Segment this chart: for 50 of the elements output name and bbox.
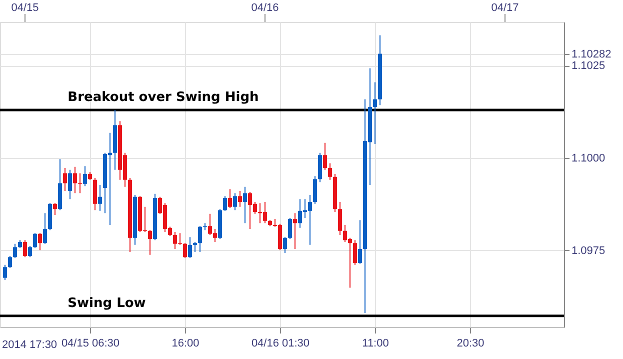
candlestick <box>68 169 72 200</box>
candlestick <box>23 240 27 258</box>
candlestick <box>323 142 327 170</box>
x-tick-label: 16:00 <box>172 338 200 350</box>
candlestick <box>148 230 152 256</box>
ref-line-label: Breakout over Swing High <box>68 90 259 105</box>
candlestick <box>43 212 47 244</box>
candlestick <box>288 217 292 240</box>
x2-tick-label: 04/16 <box>251 2 279 14</box>
candlestick <box>238 190 242 208</box>
candlestick <box>358 220 362 264</box>
candlestick <box>373 82 377 144</box>
candlestick <box>38 232 42 251</box>
candlestick <box>223 196 227 212</box>
candlestick <box>188 236 192 258</box>
candlestick <box>83 166 87 187</box>
candlestick <box>33 232 37 248</box>
candlestick <box>3 264 7 281</box>
candlestick <box>28 246 32 258</box>
candlestick <box>293 212 297 250</box>
y-tick-label: 1.10282 <box>572 48 612 60</box>
candlestick <box>53 202 57 216</box>
candlestick <box>63 168 67 192</box>
candlestick <box>183 242 187 258</box>
candlestick <box>73 166 77 194</box>
candlestick <box>353 240 357 266</box>
candlestick <box>198 226 202 252</box>
x-tick-label: 04/15 06:30 <box>61 338 120 350</box>
x-tick-label: 20:30 <box>456 338 484 350</box>
y-tick-label: 1.1000 <box>572 152 606 165</box>
x-tick-label: 11:00 <box>362 338 389 350</box>
candlestick <box>243 186 247 224</box>
x2-tick-label: 04/15 <box>11 2 39 14</box>
y-tick-label: 1.1025 <box>572 60 606 72</box>
candlestick <box>98 184 102 212</box>
candlestick <box>233 192 237 211</box>
candlestick <box>328 162 332 180</box>
candlestick <box>8 256 12 268</box>
y-tick-label: 1.0975 <box>572 244 606 257</box>
x-tick-label: 04/16 01:30 <box>251 338 310 350</box>
candlestick <box>78 172 82 194</box>
candlestick <box>313 176 317 204</box>
candlestick <box>193 241 197 252</box>
candlestick <box>283 236 287 254</box>
x2-tick-label: 04/17 <box>491 2 519 14</box>
candlestick <box>228 188 232 208</box>
candlestick <box>338 202 342 236</box>
candlestick <box>13 243 17 258</box>
ref-line-label: Swing Low <box>68 296 146 311</box>
text: 2014 17:30 <box>2 339 58 351</box>
